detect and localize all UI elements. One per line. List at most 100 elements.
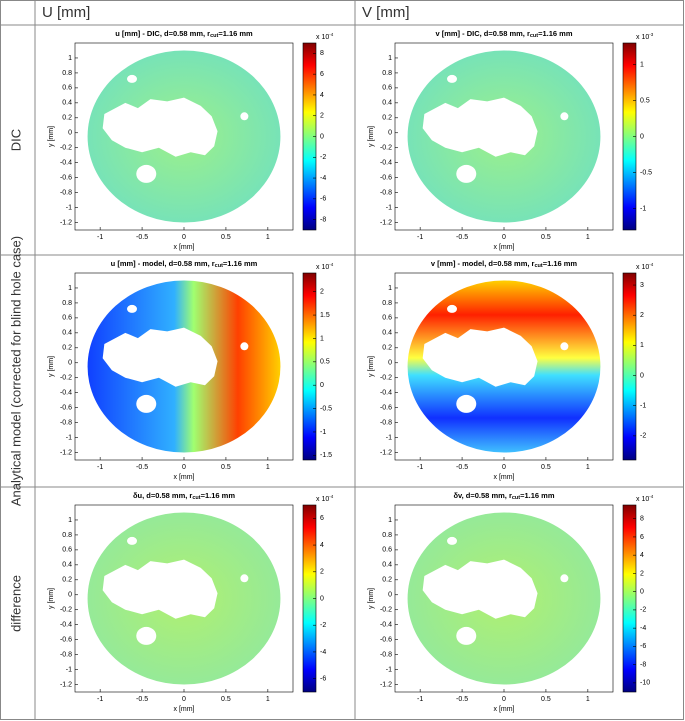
y-tick-label: 0.2 [382,115,392,122]
y-tick-label: 1 [388,55,392,62]
title-subscript: cut [192,495,200,501]
hole-blob [447,74,458,83]
hole-blob [456,626,477,645]
colorbar-tick-label: 2 [320,113,324,120]
title-text: =1.16 mm [223,259,258,268]
title-text: v [mm] - DIC, d=0.58 mm, r [435,29,529,38]
colorbar-multiplier: x 10-3 [636,32,654,41]
colorbar-tick-label: -1 [640,403,646,410]
y-tick-label: 1 [388,517,392,524]
x-tick-label: 1 [266,696,270,703]
x-tick-label: 1 [586,464,590,471]
multiplier-base: x 10 [636,264,649,271]
y-tick-label: -0.8 [60,189,72,196]
colorbar-tick-label: 8 [320,50,324,57]
y-tick-label: 0 [388,592,392,599]
colorbar-tick-label: 4 [320,542,324,549]
plot-title: v [mm] - DIC, d=0.58 mm, rcut=1.16 mm [435,29,572,39]
colorbar-tick-label: 6 [320,71,324,78]
colorbar-tick-label: 0 [320,133,324,140]
hole [422,559,538,619]
y-tick-label: -0.4 [60,622,72,629]
x-axis-label: x [mm] [494,474,515,481]
y-tick-label: -0.4 [380,622,392,629]
hole-blob [136,394,157,413]
colorbar-tick-label: 1.5 [320,312,330,319]
colorbar-tick-label: 0 [320,382,324,389]
x-tick-label: 0 [502,696,506,703]
colorbar-tick-label: -8 [640,661,646,668]
x-tick-label: -0.5 [456,696,468,703]
colorbar-multiplier: x 10-4 [636,262,654,271]
colorbar-tick-label: -2 [320,622,326,629]
y-tick-label: 0.2 [62,577,72,584]
y-tick-label: 0.2 [62,345,72,352]
y-tick-label: 0 [68,130,72,137]
title-text: =1.16 mm [538,29,573,38]
y-tick-label: 0.8 [62,70,72,77]
y-tick-label: 0.4 [62,330,72,337]
hole-blob [240,112,249,121]
y-tick-label: 1 [388,285,392,292]
x-tick-label: -0.5 [136,464,148,471]
colorbar-tick-label: -0.5 [640,169,652,176]
hole-blob [560,574,569,583]
y-axis-label: y [mm] [368,126,375,147]
colorbar-tick-label: 0 [640,133,644,140]
y-tick-label: -0.4 [60,390,72,397]
x-tick-label: 1 [266,464,270,471]
colorbar-tick-label: -4 [640,625,646,632]
plot-title: δu, d=0.58 mm, rcut=1.16 mm [133,491,235,501]
y-tick-label: 0.8 [382,300,392,307]
y-tick-label: -1.2 [60,681,72,688]
colorbar-tick-label: -2 [640,433,646,440]
colorbar [622,504,637,693]
title-subscript: cut [534,263,542,269]
x-tick-label: 0 [502,234,506,241]
colorbar-tick-label: -8 [320,216,326,223]
hole-blob [240,574,249,583]
multiplier-base: x 10 [316,34,329,41]
hole-blob [560,342,569,351]
y-tick-label: -0.2 [380,375,392,382]
x-tick-label: -1 [417,464,423,471]
y-axis-label: y [mm] [48,356,55,377]
colorbar-tick-label: 2 [640,570,644,577]
y-tick-label: -1 [386,204,392,211]
hole-blob [240,342,249,351]
y-tick-label: 1 [68,285,72,292]
y-tick-label: 0.6 [382,85,392,92]
colorbar-tick-label: 0 [640,589,644,596]
y-tick-label: -0.6 [60,636,72,643]
y-tick-label: 0.6 [62,85,72,92]
hole [102,327,218,387]
y-tick-label: -1.2 [380,219,392,226]
y-tick-label: -0.4 [380,160,392,167]
x-tick-label: 1 [586,696,590,703]
colorbar [622,272,637,461]
colorbar-tick-label: 0.5 [640,97,650,104]
row-label: Analytical model (corrected for blind ho… [8,236,23,506]
y-tick-label: -0.8 [60,651,72,658]
hole-blob [136,626,157,645]
y-tick-label: -1 [66,204,72,211]
y-tick-label: 0.8 [382,70,392,77]
x-tick-label: 1 [266,234,270,241]
colorbar-multiplier: x 10-4 [316,32,334,41]
colorbar-multiplier: x 10-4 [636,494,654,503]
hole-blob [456,164,477,183]
y-axis-label: y [mm] [48,588,55,609]
multiplier-exponent: -3 [649,32,653,37]
x-tick-label: 0.5 [541,696,551,703]
colorbar-tick-label: 1 [320,335,324,342]
y-tick-label: -1 [386,666,392,673]
y-tick-label: -0.4 [380,390,392,397]
hole-blob [127,304,138,313]
x-tick-label: -1 [97,696,103,703]
y-axis-label: y [mm] [368,588,375,609]
hole-blob [456,394,477,413]
colorbar-tick-label: 6 [320,515,324,522]
multiplier-exponent: -4 [329,494,333,499]
y-tick-label: -1.2 [380,681,392,688]
colorbar-tick-label: 6 [640,534,644,541]
